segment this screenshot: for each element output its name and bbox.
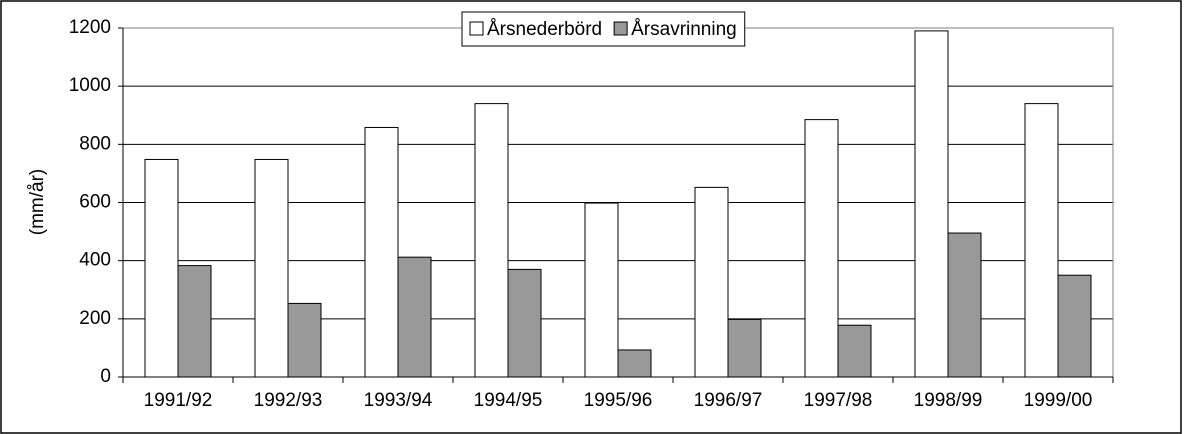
x-tick-label: 1999/00 <box>1024 390 1093 411</box>
bar <box>694 186 729 378</box>
bar <box>914 30 949 378</box>
x-tick-label: 1994/95 <box>474 390 543 411</box>
x-tick-label: 1995/96 <box>584 390 653 411</box>
bar <box>617 349 652 378</box>
y-tick-label: 200 <box>79 308 111 329</box>
x-tick-label: 1991/92 <box>144 390 213 411</box>
bar <box>507 268 542 378</box>
x-tick-label: 1998/99 <box>914 390 983 411</box>
bar <box>474 103 509 378</box>
x-tick-label: 1993/94 <box>364 390 433 411</box>
bar <box>287 302 322 378</box>
bar <box>947 232 982 378</box>
bar <box>804 119 839 378</box>
bar <box>837 324 872 378</box>
bar <box>584 202 619 378</box>
y-tick-label: 600 <box>79 192 111 213</box>
bar <box>177 265 212 378</box>
y-tick-label: 0 <box>100 366 111 387</box>
legend-swatch <box>613 21 628 36</box>
x-tick-label: 1996/97 <box>694 390 763 411</box>
bar <box>144 158 179 378</box>
bar <box>364 126 399 378</box>
x-tick-label: 1992/93 <box>254 390 323 411</box>
y-tick-label: 1200 <box>69 17 111 38</box>
bar <box>254 158 289 378</box>
x-tick-label: 1997/98 <box>804 390 873 411</box>
legend-swatch <box>469 21 484 36</box>
y-axis-label: (mm/år) <box>27 169 48 235</box>
bar <box>727 318 762 378</box>
legend-label: Årsnederbörd <box>487 19 602 40</box>
bar <box>397 256 432 378</box>
y-tick-label: 400 <box>79 250 111 271</box>
legend-label: Årsavrinning <box>631 19 737 40</box>
y-tick-label: 800 <box>79 133 111 154</box>
bar <box>1057 274 1092 378</box>
bar <box>1024 103 1059 378</box>
legend-box <box>461 11 746 47</box>
y-tick-label: 1000 <box>69 75 111 96</box>
